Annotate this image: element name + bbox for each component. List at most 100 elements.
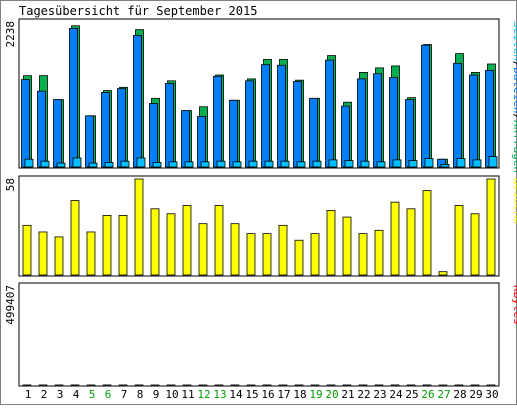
day-label: 26 xyxy=(421,388,434,401)
bar-seiten xyxy=(73,158,81,167)
day-label: 21 xyxy=(341,388,354,401)
bar-visits xyxy=(103,215,111,275)
bar-visits xyxy=(295,240,303,275)
bar-visits xyxy=(487,179,495,275)
day-label: 28 xyxy=(453,388,466,401)
day-label: 11 xyxy=(181,388,194,401)
bar-dateien xyxy=(470,75,478,167)
bar-dateien xyxy=(86,116,94,167)
day-label: 16 xyxy=(261,388,274,401)
day-label: 5 xyxy=(89,388,96,401)
chart-title: Tagesübersicht für September 2015 xyxy=(19,4,257,18)
bar-dateien xyxy=(310,98,318,167)
bar-seiten xyxy=(105,162,113,167)
day-label: 4 xyxy=(73,388,80,401)
bar-visits xyxy=(279,225,287,275)
day-label: 29 xyxy=(469,388,482,401)
bar-seiten xyxy=(201,162,209,167)
bar-seiten xyxy=(313,161,321,167)
bar-seiten xyxy=(137,158,145,167)
bar-seiten xyxy=(153,162,161,167)
day-label: 7 xyxy=(121,388,128,401)
bar-dateien xyxy=(486,70,494,167)
y-max-label-visits: 58 xyxy=(4,178,17,191)
bar-dateien xyxy=(182,111,190,167)
bar-dateien xyxy=(454,63,462,167)
bar-dateien xyxy=(294,81,302,167)
bar-seiten xyxy=(233,162,241,167)
bar-dateien xyxy=(166,83,174,167)
legend-hits-2: Dateien xyxy=(511,67,517,113)
bar-visits xyxy=(167,214,175,275)
bar-dateien xyxy=(214,76,222,167)
bar-visits xyxy=(455,205,463,275)
bar-dateien xyxy=(70,28,78,167)
bar-dateien xyxy=(150,104,158,167)
bar-dateien xyxy=(246,81,254,167)
bar-visits xyxy=(23,225,31,275)
bar-visits xyxy=(343,217,351,275)
bar-seiten xyxy=(281,161,289,167)
day-label: 10 xyxy=(165,388,178,401)
day-label: 19 xyxy=(309,388,322,401)
bar-seiten xyxy=(25,159,33,167)
bar-dateien xyxy=(358,79,366,167)
day-label: 9 xyxy=(153,388,160,401)
bar-visits xyxy=(247,234,255,275)
bar-dateien xyxy=(38,91,46,167)
legend-hits-4: Anfragen xyxy=(511,120,517,173)
bar-seiten xyxy=(329,160,337,167)
bar-seiten xyxy=(297,162,305,167)
bar-visits xyxy=(311,234,319,275)
day-label: 2 xyxy=(41,388,48,401)
bar-dateien xyxy=(134,35,142,167)
legend-visits-0: Besuche xyxy=(511,178,517,224)
bar-dateien xyxy=(374,74,382,167)
bar-seiten xyxy=(41,161,49,167)
bar-seiten xyxy=(265,161,273,167)
day-label: 13 xyxy=(213,388,226,401)
bar-seiten xyxy=(457,159,465,167)
bar-seiten xyxy=(249,161,257,167)
bar-seiten xyxy=(57,163,65,167)
plot-area-kbytes xyxy=(19,283,499,386)
bar-seiten xyxy=(489,157,497,167)
day-label: 14 xyxy=(229,388,243,401)
bar-visits xyxy=(263,234,271,275)
bar-visits xyxy=(87,232,95,275)
bar-seiten xyxy=(361,161,369,167)
bar-visits xyxy=(215,205,223,275)
day-label: 17 xyxy=(277,388,290,401)
bar-visits xyxy=(327,210,335,275)
legend-kbytes-0: KBytes xyxy=(511,285,517,325)
bar-seiten xyxy=(377,162,385,167)
bar-dateien xyxy=(342,106,350,167)
bar-seiten xyxy=(345,161,353,167)
bar-visits xyxy=(391,202,399,275)
day-label: 1 xyxy=(25,388,32,401)
bar-dateien xyxy=(406,100,414,167)
day-label: 3 xyxy=(57,388,64,401)
bar-visits xyxy=(151,209,159,275)
bar-seiten xyxy=(473,160,481,167)
y-max-label-hits: 2238 xyxy=(4,21,17,48)
day-label: 12 xyxy=(197,388,210,401)
bar-dateien xyxy=(278,65,286,167)
day-label: 18 xyxy=(293,388,306,401)
day-label: 22 xyxy=(357,388,370,401)
bar-dateien xyxy=(422,45,430,167)
bar-seiten xyxy=(169,162,177,167)
day-label: 6 xyxy=(105,388,112,401)
bar-seiten xyxy=(89,163,97,167)
bar-dateien xyxy=(230,100,238,167)
day-label: 20 xyxy=(325,388,338,401)
bar-visits xyxy=(359,234,367,275)
y-max-label-kbytes: 499407 xyxy=(4,285,17,325)
day-label: 24 xyxy=(389,388,403,401)
bar-dateien xyxy=(102,92,110,167)
bar-visits xyxy=(119,215,127,275)
bar-dateien xyxy=(390,78,398,167)
bar-visits xyxy=(71,201,79,275)
